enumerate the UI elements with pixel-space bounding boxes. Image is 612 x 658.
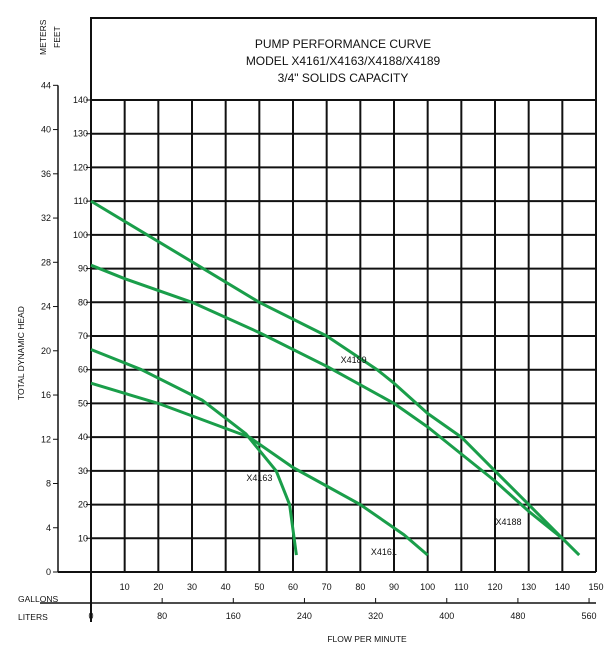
curve-label-x4161: X4161: [371, 547, 397, 557]
feet-tick-label: 110: [74, 196, 88, 206]
liters-tick-label: 480: [510, 611, 525, 621]
meters-tick-label: 16: [41, 390, 51, 400]
liters-tick-label: 0: [88, 611, 93, 621]
feet-tick-label: 10: [78, 533, 88, 543]
feet-tick-label: 120: [73, 162, 88, 172]
gallons-tick-label: 20: [153, 582, 163, 592]
chart-title-line-2: MODEL X4161/X4163/X4188/X4189: [246, 54, 441, 68]
curve-x4163: [90, 348, 298, 556]
gallons-tick-label: 50: [254, 582, 264, 592]
meters-tick-label: 0: [46, 567, 51, 577]
gallons-tick-label: 40: [221, 582, 231, 592]
gallons-tick-label: 90: [389, 582, 399, 592]
liters-tick-label: 160: [226, 611, 241, 621]
gallons-tick-label: 70: [322, 582, 332, 592]
meters-tick-label: 20: [41, 346, 51, 356]
series-lines: X4189 X4188 X4163 X4161: [90, 199, 581, 557]
meters-tick-label: 36: [41, 169, 51, 179]
meters-tick-label: 28: [41, 257, 51, 267]
feet-tick-label: 50: [78, 398, 88, 408]
meters-unit-label: METERS: [38, 19, 48, 55]
feet-tick-label: 70: [78, 331, 88, 341]
gallons-tick-label: 120: [487, 582, 502, 592]
feet-tick-label: 40: [78, 432, 88, 442]
feet-tick-label: 60: [78, 365, 88, 375]
meters-tick-label: 32: [41, 213, 51, 223]
feet-tick-label: 130: [73, 129, 88, 139]
grid: [91, 99, 597, 572]
gallons-tick-label: 130: [521, 582, 536, 592]
feet-tick-label: 100: [73, 230, 88, 240]
y-axis-title: TOTAL DYNAMIC HEAD: [16, 306, 26, 400]
feet-tick-label: 90: [78, 264, 88, 274]
feet-unit-label: FEET: [52, 26, 62, 48]
gallons-tick-label: 110: [454, 582, 468, 592]
gallons-tick-label: 10: [120, 582, 130, 592]
gallons-tick-label: 100: [420, 582, 435, 592]
meters-tick-label: 24: [41, 302, 51, 312]
chart-title-line-1: PUMP PERFORMANCE CURVE: [255, 37, 431, 51]
meters-tick-label: 8: [46, 479, 51, 489]
liters-tick-label: 400: [439, 611, 454, 621]
feet-tick-label: 80: [78, 297, 88, 307]
meters-tick-label: 12: [41, 434, 51, 444]
liters-tick-label: 240: [297, 611, 312, 621]
axes: 1020304050607080901001101201301400481216…: [40, 80, 604, 622]
gallons-tick-label: 80: [355, 582, 365, 592]
title-box: PUMP PERFORMANCE CURVE MODEL X4161/X4163…: [90, 17, 597, 101]
liters-unit-label: LITERS: [18, 612, 48, 622]
curve-x4188: [90, 263, 581, 557]
feet-tick-label: 30: [78, 466, 88, 476]
x-axis-title: FLOW PER MINUTE: [327, 634, 407, 644]
liters-tick-label: 80: [157, 611, 167, 621]
curve-x4189: [90, 199, 564, 540]
gallons-tick-label: 140: [555, 582, 570, 592]
chart-title-line-3: 3/4" SOLIDS CAPACITY: [278, 71, 409, 85]
feet-tick-label: 140: [73, 95, 88, 105]
curve-label-x4163: X4163: [246, 473, 272, 483]
title-frame: [90, 17, 597, 101]
curve-x4161: [90, 381, 429, 557]
gallons-unit-label: GALLONS: [18, 594, 58, 604]
meters-tick-label: 40: [41, 125, 51, 135]
meters-tick-label: 44: [41, 80, 51, 90]
liters-tick-label: 320: [368, 611, 383, 621]
gallons-tick-label: 150: [588, 582, 603, 592]
liters-tick-label: 560: [582, 611, 597, 621]
gallons-tick-label: 30: [187, 582, 197, 592]
curve-label-x4189: X4189: [341, 355, 367, 365]
feet-tick-label: 20: [78, 500, 88, 510]
gallons-tick-label: 60: [288, 582, 298, 592]
meters-tick-label: 4: [46, 523, 51, 533]
curve-label-x4188: X4188: [495, 517, 521, 527]
